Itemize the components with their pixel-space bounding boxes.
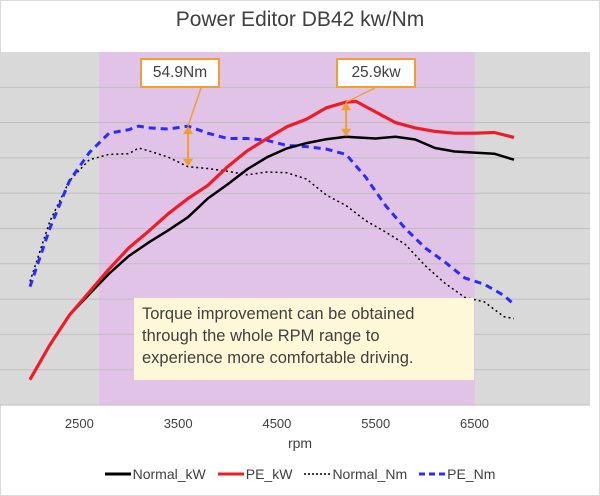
series-line-normal-nm [29, 147, 515, 320]
x-tick-label: 6500 [460, 416, 489, 431]
legend-swatch-pe-kw [217, 472, 244, 476]
note-line-2: through the whole RPM range to [142, 327, 380, 345]
x-axis-title: rpm [287, 435, 313, 451]
annotation-arrows [183, 87, 376, 167]
x-tick-labels: 2500 3500 4500 5500 6500 [65, 416, 489, 431]
legend-label-pe-kw: PE_kW [245, 466, 293, 482]
series-lines [28, 99, 515, 381]
legend-swatch-pe-nm [419, 472, 446, 476]
legend: Normal_kW PE_kW Normal_Nm PE_Nm [0, 466, 600, 482]
callout-torque: 54.9Nm [140, 58, 220, 88]
legend-item-normal-kw: Normal_kW [104, 466, 206, 482]
series-line-normal-kw [28, 135, 515, 381]
x-tick-label: 3500 [164, 416, 193, 431]
legend-swatch-normal-nm [304, 473, 331, 475]
note-line-3: experience more comfortable driving. [142, 349, 414, 367]
legend-swatch-normal-kw [104, 472, 131, 476]
x-tick-label: 5500 [361, 416, 390, 431]
annotation-arrow [183, 87, 202, 167]
legend-item-normal-nm: Normal_Nm [304, 466, 407, 482]
note-box: Torque improvement can be obtained throu… [134, 298, 474, 380]
series-line-pe-kw [28, 99, 515, 381]
legend-label-normal-kw: Normal_kW [132, 466, 206, 482]
x-tick-label: 2500 [65, 416, 94, 431]
annotation-arrow [341, 87, 376, 137]
x-tick-label: 4500 [262, 416, 291, 431]
legend-label-normal-nm: Normal_Nm [332, 466, 408, 482]
chart-title: Power Editor DB42 kw/Nm [175, 8, 425, 31]
legend-item-pe-kw: PE_kW [217, 466, 293, 482]
legend-item-pe-nm: PE_Nm [419, 466, 495, 482]
callout-power: 25.9kw [336, 58, 416, 88]
legend-label-pe-nm: PE_Nm [447, 466, 496, 482]
note-line-1: Torque improvement can be obtained [142, 305, 415, 323]
